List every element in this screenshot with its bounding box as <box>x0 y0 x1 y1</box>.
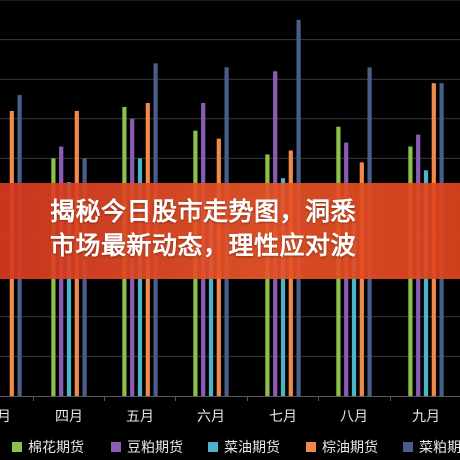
headline-line-1: 揭秘今日股市走势图，洞悉 <box>50 197 357 226</box>
legend-swatch <box>12 442 22 452</box>
x-tick-label: 六月 <box>197 409 225 425</box>
legend-item: 菜粕期货 <box>403 436 460 458</box>
chart-legend: 棉花期货 豆粕期货 菜油期货 棕油期货 菜粕期货 <box>0 436 460 460</box>
legend-item: 棉花期货 <box>12 436 84 458</box>
legend-label: 菜粕期货 <box>419 440 460 456</box>
legend-swatch <box>111 442 121 452</box>
legend-label: 豆粕期货 <box>127 440 183 456</box>
bar-3-6 <box>351 209 357 396</box>
legend-label: 棉花期货 <box>28 440 84 456</box>
x-tick-label: 九月 <box>412 409 440 425</box>
x-tick-labels: 月 四月 五月 六月 七月 八月 九月 <box>0 409 440 425</box>
x-tick-label: 五月 <box>126 409 154 425</box>
legend-item: 棕油期货 <box>306 436 378 458</box>
bar-3-4 <box>208 201 214 396</box>
bar-4-6 <box>359 162 364 396</box>
legend-label: 菜油期货 <box>224 440 280 456</box>
legend-item: 菜油期货 <box>208 436 280 458</box>
x-tick-label: 八月 <box>340 409 368 425</box>
bar-3-7 <box>423 170 429 396</box>
legend-item: 豆粕期货 <box>111 436 183 458</box>
headline-line-2: 市场最新动态，理性应对波 <box>50 231 357 260</box>
headline-banner: 揭秘今日股市走势图，洞悉 市场最新动态，理性应对波 <box>0 183 460 279</box>
x-tick-label: 四月 <box>55 409 83 425</box>
legend-swatch <box>403 442 413 452</box>
legend-swatch <box>306 442 316 452</box>
x-tick-label: 月 <box>0 409 11 425</box>
bar-3-5 <box>280 178 286 396</box>
x-axis <box>0 396 460 401</box>
x-tick-label: 七月 <box>269 409 297 425</box>
legend-swatch <box>208 442 218 452</box>
bar-3-2 <box>66 182 72 396</box>
legend-label: 棕油期货 <box>322 440 378 456</box>
